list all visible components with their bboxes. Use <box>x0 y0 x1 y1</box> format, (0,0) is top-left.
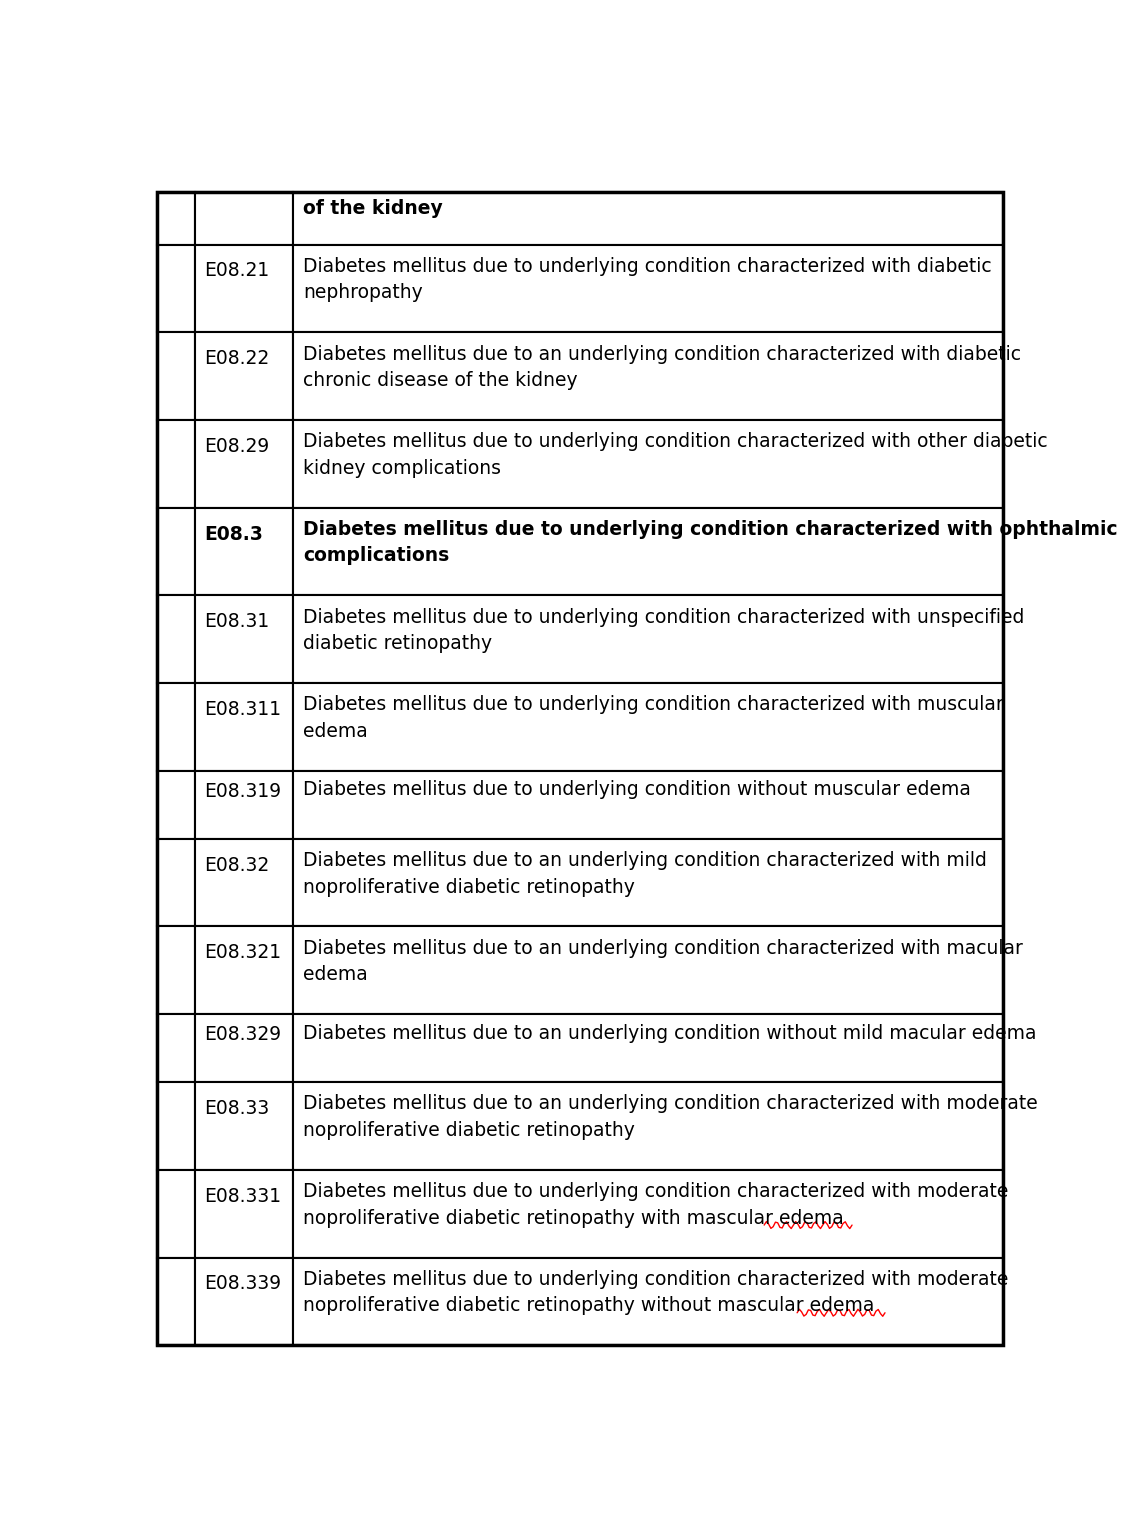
Bar <box>157 683 196 770</box>
Bar <box>157 839 196 927</box>
Bar <box>157 595 196 683</box>
Text: Diabetes mellitus due to an underlying condition without mild macular edema: Diabetes mellitus due to an underlying c… <box>302 1024 1036 1043</box>
Text: Diabetes mellitus due to underlying condition characterized with other diabetic
: Diabetes mellitus due to underlying cond… <box>302 432 1047 478</box>
Bar <box>196 1170 292 1257</box>
Text: E08.329: E08.329 <box>204 1024 281 1044</box>
Text: Diabetes mellitus due to underlying condition characterized with moderate
noprol: Diabetes mellitus due to underlying cond… <box>302 1183 1009 1228</box>
Bar <box>196 508 292 595</box>
Text: E08.321: E08.321 <box>204 944 281 962</box>
Bar <box>157 508 196 595</box>
Bar <box>196 332 292 420</box>
Text: E08.31: E08.31 <box>204 612 269 632</box>
Text: E08.21: E08.21 <box>204 262 269 280</box>
Bar <box>157 1170 196 1257</box>
Bar <box>157 332 196 420</box>
Bar <box>196 1082 292 1170</box>
Bar <box>196 770 292 839</box>
Text: Diabetes mellitus due to underlying condition without muscular edema: Diabetes mellitus due to underlying cond… <box>302 781 970 799</box>
Text: Diabetes mellitus due to an underlying condition characterized with macular
edem: Diabetes mellitus due to an underlying c… <box>302 939 1022 985</box>
Bar <box>292 1014 1003 1082</box>
Bar <box>157 245 196 332</box>
Bar <box>196 595 292 683</box>
Text: E08.339: E08.339 <box>204 1274 281 1294</box>
Text: Diabetes mellitus due to underlying condition characterized with unspecified
dia: Diabetes mellitus due to underlying cond… <box>302 607 1024 653</box>
Text: E08.3: E08.3 <box>204 525 263 543</box>
Text: E08.331: E08.331 <box>204 1187 281 1205</box>
Bar <box>157 770 196 839</box>
Text: E08.311: E08.311 <box>204 700 281 718</box>
Bar <box>292 595 1003 683</box>
Text: E08.32: E08.32 <box>204 855 269 875</box>
Text: Diabetes mellitus due to underlying condition characterized with moderate
noprol: Diabetes mellitus due to underlying cond… <box>302 1269 1009 1315</box>
Text: E08.319: E08.319 <box>204 782 281 801</box>
Bar <box>292 839 1003 927</box>
Bar <box>157 1082 196 1170</box>
Bar <box>196 245 292 332</box>
Text: E08.33: E08.33 <box>204 1099 269 1119</box>
Bar <box>196 839 292 927</box>
Bar <box>157 927 196 1014</box>
Text: Diabetes mellitus due to an underlying condition characterized with moderate
nop: Diabetes mellitus due to an underlying c… <box>302 1094 1038 1140</box>
Bar <box>292 683 1003 770</box>
Bar <box>292 1082 1003 1170</box>
Text: Diabetes mellitus due to underlying condition characterized with ophthalmic
comp: Diabetes mellitus due to underlying cond… <box>302 521 1117 566</box>
Bar <box>292 508 1003 595</box>
Bar <box>157 192 196 245</box>
Bar <box>292 192 1003 245</box>
Bar <box>292 245 1003 332</box>
Text: Diabetes mellitus due to underlying condition characterized with diabetic
nephro: Diabetes mellitus due to underlying cond… <box>302 257 992 303</box>
Bar <box>292 770 1003 839</box>
Bar <box>196 927 292 1014</box>
Bar <box>292 1257 1003 1345</box>
Bar <box>157 420 196 508</box>
Text: Diabetes mellitus due to an underlying condition characterized with mild
noproli: Diabetes mellitus due to an underlying c… <box>302 851 987 896</box>
Bar <box>196 420 292 508</box>
Bar <box>196 1014 292 1082</box>
Bar <box>157 1257 196 1345</box>
Bar <box>292 1170 1003 1257</box>
Text: E08.29: E08.29 <box>204 437 269 455</box>
Text: E08.22: E08.22 <box>204 349 269 368</box>
Bar <box>196 683 292 770</box>
Bar <box>292 927 1003 1014</box>
Bar <box>292 420 1003 508</box>
Text: Diabetes mellitus due to underlying condition characterized with muscular
edema: Diabetes mellitus due to underlying cond… <box>302 696 1003 741</box>
Text: Diabetes mellitus due to an underlying condition characterized with diabetic
chr: Diabetes mellitus due to an underlying c… <box>302 344 1021 390</box>
Bar <box>196 192 292 245</box>
Bar <box>157 1014 196 1082</box>
Text: of the kidney: of the kidney <box>302 199 443 218</box>
Bar <box>196 1257 292 1345</box>
Bar <box>292 332 1003 420</box>
